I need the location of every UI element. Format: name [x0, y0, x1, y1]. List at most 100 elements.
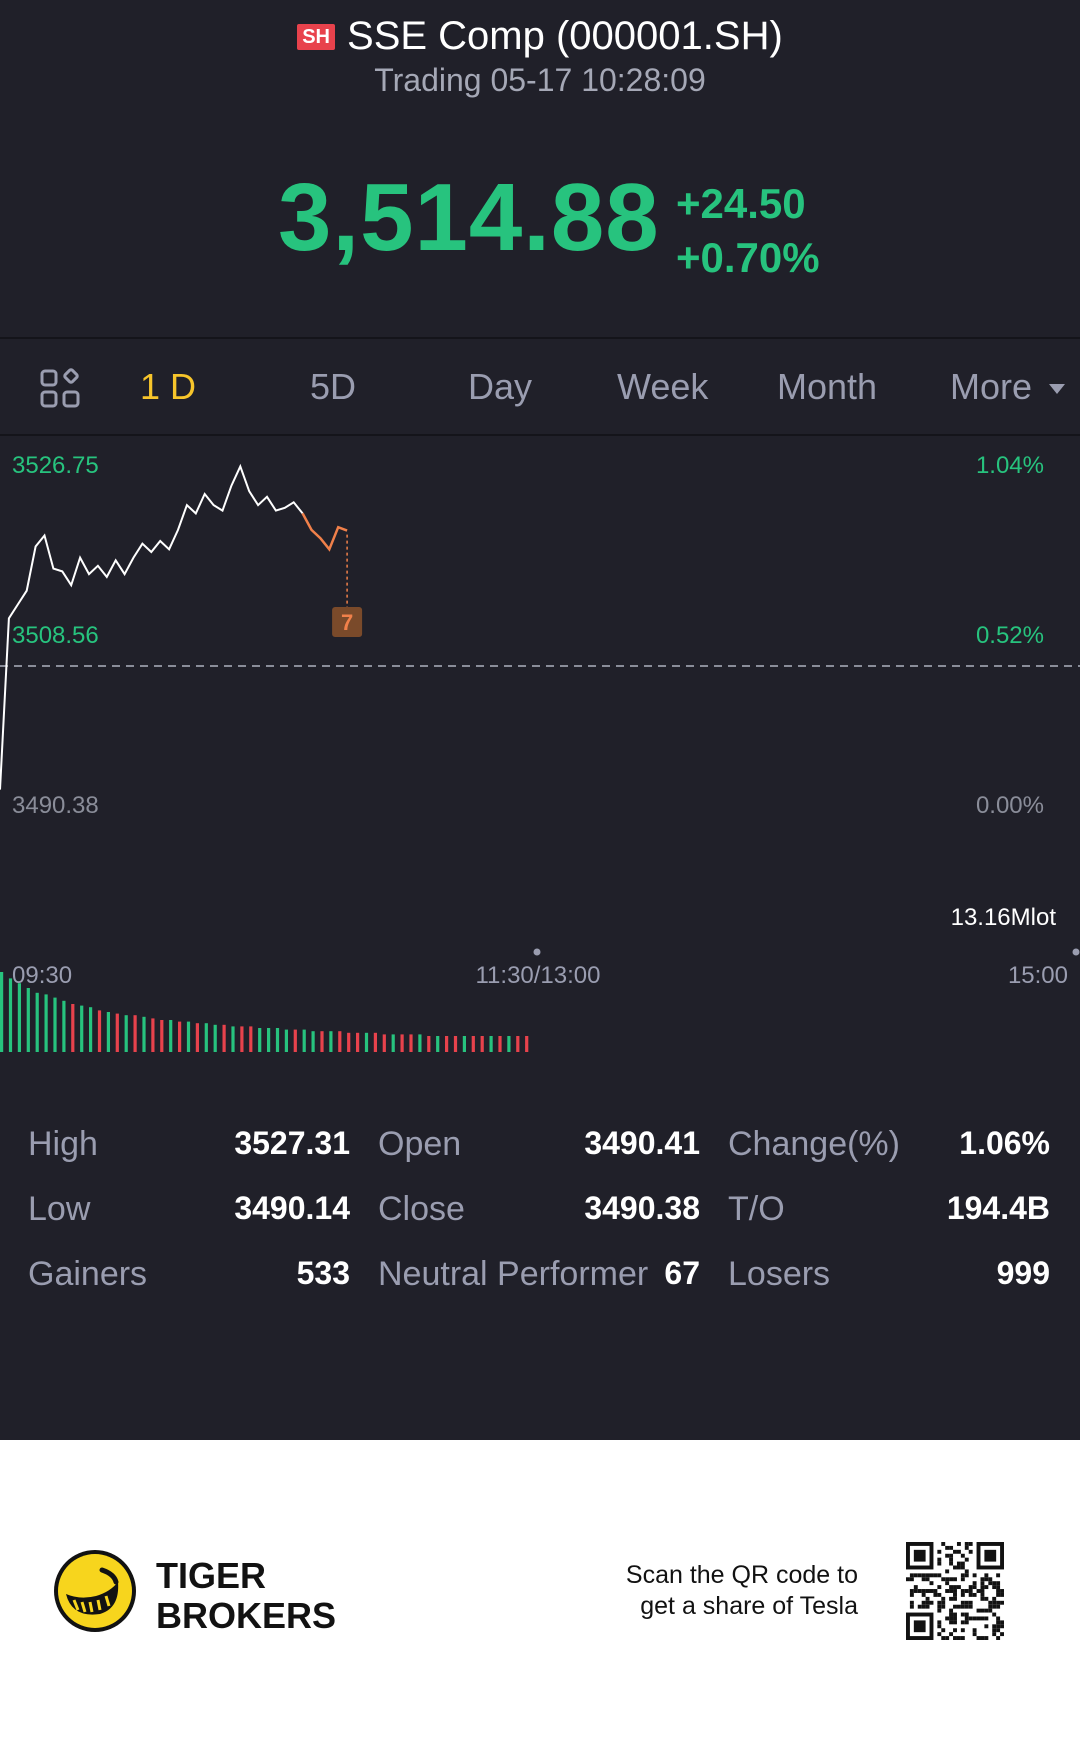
market-badge: SH: [297, 23, 336, 50]
qr-module: [949, 1608, 954, 1613]
tab-week[interactable]: Week: [617, 366, 709, 407]
qr-code-icon[interactable]: [906, 1542, 1004, 1640]
qr-module: [976, 1608, 981, 1613]
qr-module: [992, 1581, 997, 1586]
volume-bar: [71, 1004, 75, 1052]
qr-module: [941, 1542, 946, 1546]
volume-bar: [151, 1018, 155, 1052]
qr-module: [945, 1616, 950, 1621]
qr-module: [968, 1542, 973, 1546]
high-label: High: [28, 1125, 98, 1163]
qr-module: [996, 1573, 1001, 1578]
volume-bar: [364, 1032, 369, 1052]
session-end-dot: [1072, 948, 1080, 956]
qr-module: [960, 1600, 965, 1605]
volume-bar: [471, 1036, 475, 1052]
qr-module: [929, 1581, 934, 1586]
x-axis-label: 11:30/13:00: [475, 962, 600, 989]
app-background: [0, 0, 1080, 1440]
qr-finder-center: [913, 1549, 926, 1562]
close-value: 3490.38: [584, 1190, 700, 1226]
layout-grid-icon[interactable]: [40, 368, 82, 410]
qr-module: [945, 1569, 950, 1574]
qr-module: [956, 1549, 961, 1554]
brand-line-2: BROKERS: [156, 1595, 337, 1636]
scan-line-1: Scan the QR code to: [625, 1561, 858, 1589]
low-label: Low: [28, 1190, 91, 1228]
qr-module: [980, 1585, 985, 1590]
scan-line-2: get a share of Tesla: [640, 1592, 858, 1620]
qr-module: [949, 1561, 954, 1566]
qr-module: [988, 1581, 993, 1586]
qr-module: [945, 1545, 950, 1550]
volume-bar: [480, 1036, 484, 1052]
qr-module: [980, 1616, 985, 1621]
qr-module: [984, 1624, 989, 1629]
volume-bar: [133, 1015, 137, 1052]
qr-module: [921, 1577, 926, 1582]
gainers-label: Gainers: [28, 1255, 148, 1293]
qr-module: [996, 1604, 1001, 1609]
qr-module: [964, 1545, 969, 1550]
qr-module: [964, 1604, 969, 1609]
qr-module: [988, 1577, 993, 1582]
volume-bar: [267, 1028, 271, 1052]
qr-module: [992, 1624, 997, 1629]
qr-module: [909, 1592, 914, 1597]
qr-module: [968, 1600, 973, 1605]
last-price: 3,514.88: [278, 164, 660, 271]
volume-bar: [453, 1036, 458, 1052]
tab-month[interactable]: Month: [777, 366, 878, 407]
volume-bar: [400, 1034, 404, 1052]
qr-module: [937, 1549, 942, 1554]
turnover-label: T/O: [728, 1190, 785, 1228]
qr-module: [992, 1628, 997, 1633]
qr-module: [953, 1592, 957, 1597]
qr-module: [906, 1577, 910, 1582]
qr-module: [956, 1604, 961, 1609]
dropdown-caret-icon: [1049, 384, 1066, 395]
y-axis-label: 3526.75: [12, 452, 99, 479]
qr-module: [988, 1604, 993, 1609]
qr-module: [945, 1581, 950, 1586]
qr-module: [925, 1577, 930, 1582]
qr-module: [972, 1581, 977, 1586]
qr-module: [933, 1589, 938, 1593]
x-axis-label: 09:30: [12, 962, 72, 989]
qr-module: [964, 1600, 969, 1605]
qr-module: [921, 1589, 926, 1593]
volume-bar: [222, 1024, 226, 1052]
losers-label: Losers: [728, 1255, 831, 1293]
volume-bar: [275, 1028, 280, 1052]
volume-bar: [373, 1032, 377, 1052]
turnover-value: 194.4B: [946, 1190, 1050, 1226]
qr-module: [937, 1592, 942, 1597]
tab-more[interactable]: More: [950, 366, 1066, 408]
volume-bar: [311, 1031, 315, 1052]
qr-module: [1000, 1620, 1004, 1625]
volume-bar: [258, 1028, 262, 1052]
volume-bar: [382, 1034, 386, 1052]
qr-module: [980, 1592, 985, 1597]
qr-module: [988, 1608, 993, 1613]
tab-5d[interactable]: 5D: [310, 366, 357, 407]
volume-bar: [445, 1036, 449, 1052]
qr-module: [960, 1636, 965, 1640]
volume-bar: [204, 1023, 208, 1052]
tab-day[interactable]: Day: [468, 366, 533, 407]
qr-module: [921, 1573, 926, 1578]
volume-bar: [17, 983, 21, 1052]
volume-bar: [231, 1026, 235, 1052]
intraday-chart[interactable]: 7 3526.75 3508.56 3490.38 1.04% 0.52% 0.00% 13.…: [0, 437, 1080, 1097]
gainers-value: 533: [296, 1255, 350, 1291]
volume-bar: [8, 978, 13, 1052]
qr-module: [980, 1608, 985, 1613]
brand-name: TIGER BROKERS: [156, 1556, 336, 1636]
period-tabs: 1 D 5D Day Week Month More: [0, 340, 1080, 434]
qr-module: [996, 1616, 1001, 1621]
qr-module: [945, 1577, 950, 1582]
qr-module: [929, 1589, 934, 1593]
tab-1d[interactable]: 1 D: [140, 366, 197, 407]
qr-module: [968, 1592, 973, 1597]
volume-bar: [284, 1029, 288, 1052]
